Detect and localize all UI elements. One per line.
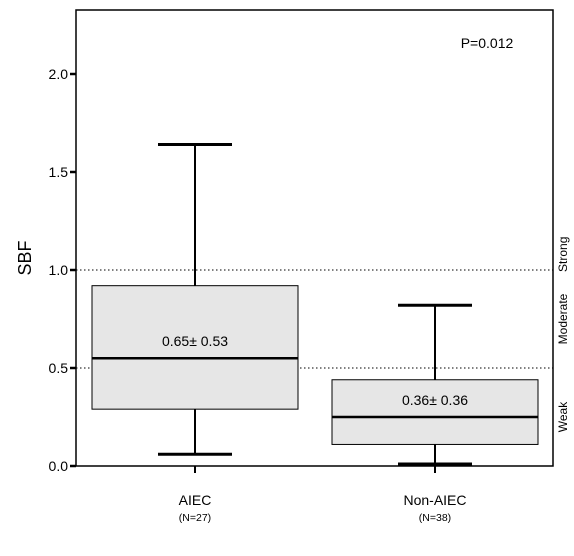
zone-label-weak: Weak xyxy=(556,401,570,432)
mean-sd-label: 0.65± 0.53 xyxy=(162,333,228,349)
mean-sd-label: 0.36± 0.36 xyxy=(402,392,468,408)
x-tick-label-aiec: AIEC xyxy=(179,492,212,508)
box-non-aiec: 0.36± 0.36 xyxy=(331,303,539,466)
y-tick-label-2: 1.0 xyxy=(49,262,69,278)
zone-label-strong: Strong xyxy=(556,237,570,272)
boxes-group: 0.65± 0.53 0.36± 0.36 xyxy=(91,143,539,466)
x-n-label-aiec: (N=27) xyxy=(179,512,211,524)
y-axis: 0.0 0.5 1.0 1.5 2.0 xyxy=(49,66,76,474)
y-tick-label-4: 2.0 xyxy=(49,66,69,82)
x-n-label-non-aiec: (N=38) xyxy=(419,512,451,524)
y-axis-label: SBF xyxy=(15,240,35,275)
y-tick-label-3: 1.5 xyxy=(49,164,69,180)
x-axis: AIEC (N=27) Non-AIEC (N=38) xyxy=(179,466,467,524)
iqr-box xyxy=(331,379,539,445)
iqr-box xyxy=(91,285,299,410)
plot-frame xyxy=(75,9,554,467)
zone-label-moderate: Moderate xyxy=(556,293,570,344)
x-tick-label-non-aiec: Non-AIEC xyxy=(403,492,466,508)
p-value-annotation: P=0.012 xyxy=(461,35,514,51)
box-aiec: 0.65± 0.53 xyxy=(91,143,299,456)
y-tick-label-0: 0.0 xyxy=(49,458,69,474)
zone-labels: Weak Moderate Strong xyxy=(556,237,570,433)
y-tick-label-1: 0.5 xyxy=(49,360,69,376)
